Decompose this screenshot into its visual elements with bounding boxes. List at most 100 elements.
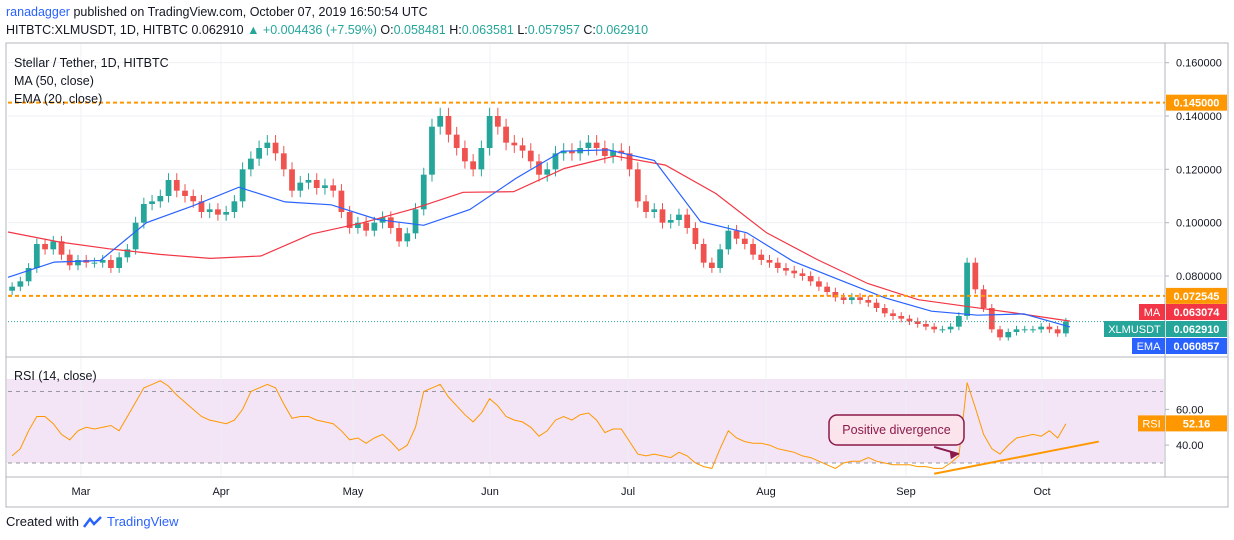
candle-body xyxy=(791,270,798,274)
candle-body xyxy=(132,222,139,250)
candle-body xyxy=(289,169,295,191)
candle-body xyxy=(955,316,962,327)
candle-body xyxy=(173,180,180,191)
candle-body xyxy=(75,260,81,266)
candle-body xyxy=(898,316,905,319)
symbol-line: HITBTC:XLMUSDT, 1D, HITBTC xyxy=(6,23,188,37)
candle-body xyxy=(108,260,114,268)
candle-body xyxy=(923,324,929,327)
candle-body xyxy=(857,297,863,300)
price-tag-name: MA xyxy=(1144,307,1161,319)
created-with-text: Created with xyxy=(6,514,79,529)
price-tag-name-box xyxy=(1139,304,1165,320)
candle-body xyxy=(651,209,658,212)
candle-body xyxy=(1021,329,1028,331)
candle-body xyxy=(676,214,682,220)
price-tag-name: XLMUSDT xyxy=(1108,324,1161,336)
price-tag-value: 0.060857 xyxy=(1174,341,1220,353)
candle-body xyxy=(206,209,213,212)
candle-body xyxy=(618,150,625,154)
time-tick-label: Mar xyxy=(72,486,91,498)
rsi-tag-name-box xyxy=(1138,415,1165,432)
time-tick-label: May xyxy=(343,486,364,498)
candle-body xyxy=(733,230,740,239)
divergence-line xyxy=(933,440,1100,475)
candle-body xyxy=(717,249,723,268)
divergence-annotation: Positive divergence xyxy=(828,414,1100,475)
price-tag-value: 0.063074 xyxy=(1174,307,1221,319)
candle-body xyxy=(544,169,551,175)
candle-body xyxy=(519,145,526,151)
candle-body xyxy=(1030,329,1036,331)
candle-body xyxy=(552,153,559,170)
candle-body xyxy=(99,260,106,263)
candle-body xyxy=(58,241,65,255)
footer: Created with TradingView xyxy=(6,514,179,529)
candle-body xyxy=(511,142,518,146)
annotation-box xyxy=(828,414,965,446)
candle-body xyxy=(470,161,477,170)
high-label: H: xyxy=(449,23,462,37)
publish-text: published on TradingView.com, October 07… xyxy=(73,5,428,19)
candle-body xyxy=(972,262,979,290)
low-value: 0.057957 xyxy=(527,23,580,37)
time-axis: Mar Apr May Jun Jul Aug Sep Oct xyxy=(72,486,1051,498)
legend-title: Stellar / Tether, 1D, HITBTC xyxy=(14,56,169,70)
high-value: 0.063581 xyxy=(461,23,514,37)
candle-body xyxy=(91,262,98,264)
candle-body xyxy=(684,214,691,228)
tradingview-logo-icon xyxy=(82,515,102,528)
level-tag xyxy=(1166,94,1227,111)
candle-body xyxy=(816,281,822,287)
rsi-tag-value-box xyxy=(1166,415,1227,432)
candle-body xyxy=(840,297,847,300)
time-tick-label: Aug xyxy=(756,486,776,498)
candle-body xyxy=(824,286,831,292)
annotation-text: Positive divergence xyxy=(842,423,950,437)
candle-body xyxy=(1046,326,1053,330)
candle-body xyxy=(503,126,509,143)
candle-body xyxy=(667,220,674,223)
candle-body xyxy=(149,201,155,204)
candle-body xyxy=(297,182,304,191)
candle-body xyxy=(560,150,567,154)
price-tick-label: 0.080000 xyxy=(1176,271,1222,283)
price-axis: 0.080000 0.100000 0.120000 0.140000 0.160000 xyxy=(1165,58,1222,283)
price-tag-value: 0.062910 xyxy=(1174,324,1220,336)
candle-body xyxy=(313,180,320,188)
rsi-tick-label: 60.00 xyxy=(1176,404,1204,416)
time-tick-label: Jul xyxy=(621,486,635,498)
chart-frame xyxy=(5,42,1229,508)
candle-body xyxy=(124,249,131,258)
candle-body xyxy=(997,329,1003,338)
grid xyxy=(8,44,1163,476)
price-tick-label: 0.100000 xyxy=(1176,218,1222,230)
candle-body xyxy=(832,292,839,298)
candle-body xyxy=(1054,329,1061,334)
legend-ema: EMA (20, close) xyxy=(14,92,103,106)
candle-body xyxy=(1013,329,1020,332)
candle-body xyxy=(931,326,938,330)
candle-body xyxy=(66,254,73,266)
level-value: 0.145000 xyxy=(1174,98,1220,110)
price-tag-name-box xyxy=(1132,338,1165,354)
candle-body xyxy=(947,326,954,330)
rsi-band xyxy=(7,379,1164,463)
candle-body xyxy=(190,196,197,202)
candle-body xyxy=(215,209,221,215)
candle-body xyxy=(462,148,468,162)
candle-body xyxy=(140,204,147,223)
price-tag-value-box xyxy=(1166,304,1227,320)
username-link[interactable]: ranadagger xyxy=(6,5,70,19)
candle-body xyxy=(626,153,633,170)
candle-body xyxy=(223,212,230,215)
time-tick-label: Sep xyxy=(896,486,916,498)
candle-body xyxy=(42,244,48,250)
tradingview-brand-link[interactable]: TradingView xyxy=(106,514,179,529)
close-label: C: xyxy=(583,23,596,37)
candle-body xyxy=(404,233,411,242)
candle-body xyxy=(437,116,444,127)
candle-body xyxy=(536,161,542,175)
candle-body xyxy=(774,262,781,268)
